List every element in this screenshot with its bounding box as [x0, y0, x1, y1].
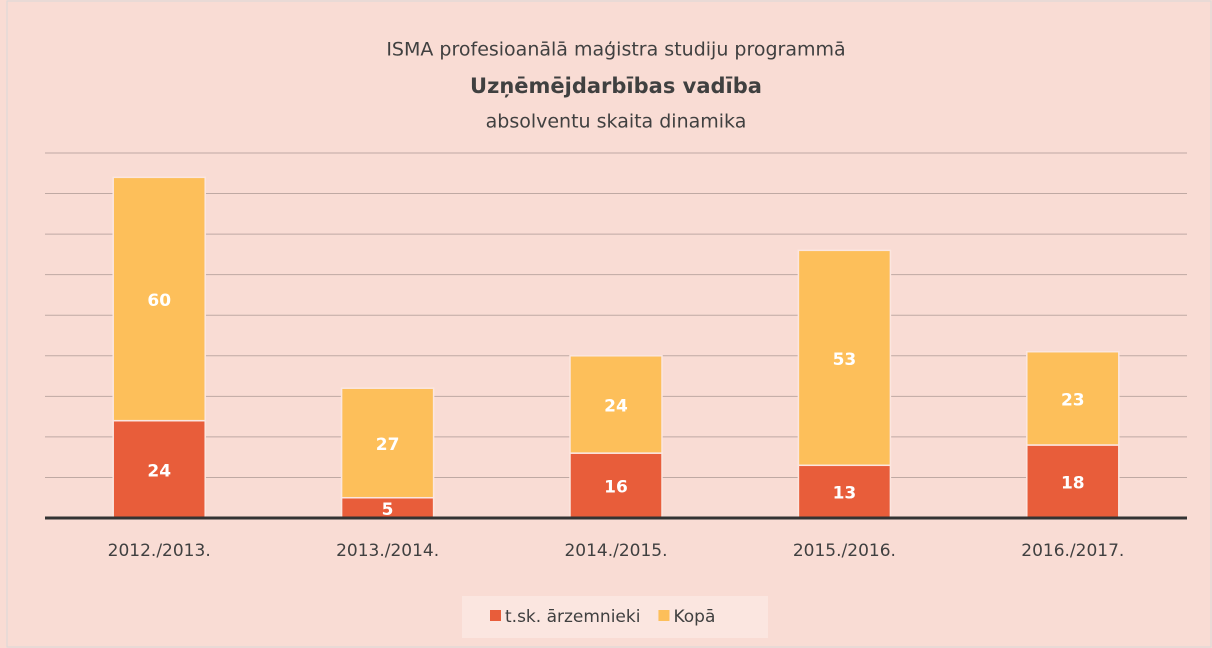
- x-tick-label: 2016./2017.: [1021, 541, 1124, 561]
- legend-swatch: [658, 610, 670, 621]
- x-tick-label: 2013./2014.: [336, 541, 439, 561]
- x-tick-label: 2015./2016.: [793, 541, 896, 561]
- legend-label: t.sk. ārzemnieki: [505, 607, 640, 627]
- chart-subtitle: absolventu skaita dinamika: [486, 111, 747, 133]
- bar-segment: [1026, 350, 1120, 446]
- data-label: 13: [833, 484, 857, 504]
- legend-box: [462, 596, 768, 638]
- bar-segment: [112, 176, 206, 422]
- data-label: 27: [376, 435, 400, 455]
- chart-title: ISMA profesioanālā maģistra studiju prog…: [386, 39, 845, 61]
- data-label: 53: [833, 350, 857, 370]
- data-label: 23: [1061, 390, 1085, 410]
- x-tick-label: 2014./2015.: [564, 541, 667, 561]
- data-label: 18: [1061, 474, 1085, 494]
- frame: [6, 0, 1212, 648]
- legend-label: Kopā: [673, 607, 715, 627]
- chart-subtitle: Uzņēmējdarbības vadība: [470, 74, 762, 98]
- bar-segment: [1026, 444, 1120, 519]
- data-label: 16: [604, 478, 628, 498]
- bar-segment: [569, 355, 663, 454]
- data-label: 24: [604, 396, 628, 416]
- x-tick-label: 2012./2013.: [108, 541, 211, 561]
- bar-segment: [797, 249, 892, 467]
- data-label: 60: [147, 291, 171, 311]
- data-label: 24: [147, 461, 171, 481]
- legend-swatch: [490, 610, 501, 621]
- data-label: 5: [382, 500, 394, 520]
- bar-segment: [340, 387, 435, 499]
